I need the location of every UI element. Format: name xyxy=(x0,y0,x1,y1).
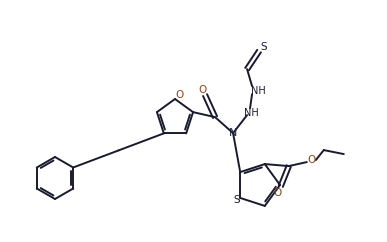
Text: O: O xyxy=(274,188,282,198)
Text: NH: NH xyxy=(251,86,265,96)
Text: O: O xyxy=(198,85,206,95)
Text: S: S xyxy=(233,195,240,205)
Text: N: N xyxy=(229,128,237,138)
Text: NH: NH xyxy=(244,108,259,118)
Text: O: O xyxy=(175,90,183,100)
Text: O: O xyxy=(308,155,316,165)
Text: S: S xyxy=(261,42,267,52)
